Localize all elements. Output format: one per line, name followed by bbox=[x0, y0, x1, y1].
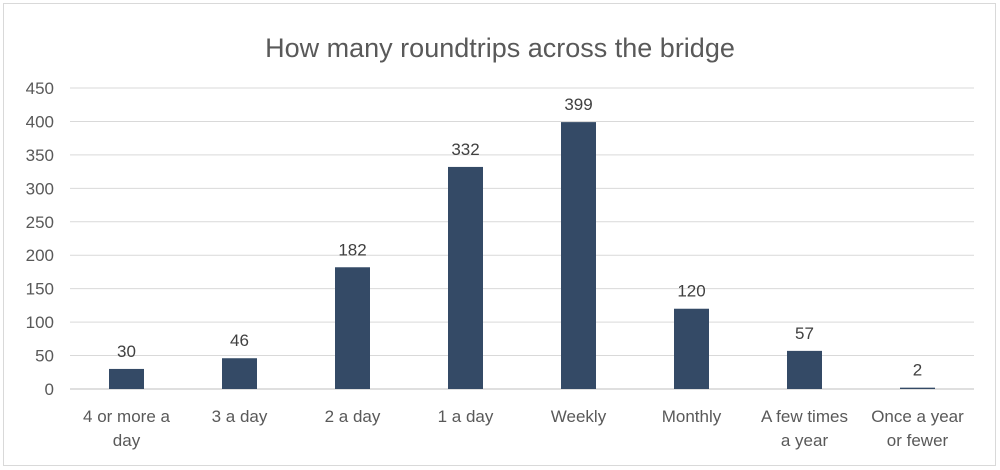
chart-frame: How many roundtrips across the bridge 0 5… bbox=[3, 3, 996, 466]
bar bbox=[900, 387, 935, 389]
y-tick-label: 150 bbox=[26, 280, 54, 299]
bar bbox=[561, 122, 596, 389]
y-tick-label: 450 bbox=[26, 79, 54, 98]
y-tick-label: 300 bbox=[26, 179, 54, 198]
bars bbox=[109, 122, 935, 389]
y-tick-label: 50 bbox=[35, 347, 54, 366]
chart-title: How many roundtrips across the bridge bbox=[265, 33, 735, 63]
data-label: 182 bbox=[338, 240, 366, 259]
bar bbox=[335, 267, 370, 389]
y-tick-label: 0 bbox=[45, 380, 54, 399]
x-category-label: 1 a day bbox=[438, 407, 494, 426]
data-label: 30 bbox=[117, 342, 136, 361]
x-category-label: 4 or more a day bbox=[83, 407, 170, 450]
y-tick-label: 200 bbox=[26, 246, 54, 265]
x-category-label: A few times a year bbox=[761, 407, 848, 450]
data-label: 57 bbox=[795, 324, 814, 343]
y-tick-label: 400 bbox=[26, 112, 54, 131]
bar bbox=[222, 358, 257, 389]
x-axis-categories: 4 or more a day 3 a day 2 a day 1 a day Weekl… bbox=[83, 407, 964, 450]
y-tick-label: 100 bbox=[26, 313, 54, 332]
bar-chart: How many roundtrips across the bridge 0 5… bbox=[26, 33, 974, 450]
y-tick-label: 250 bbox=[26, 213, 54, 232]
x-category-label: Once a year or fewer bbox=[871, 407, 964, 450]
bar bbox=[787, 350, 822, 389]
gridlines bbox=[70, 87, 974, 390]
data-label: 46 bbox=[230, 331, 249, 350]
bar bbox=[674, 308, 709, 389]
y-tick-label: 350 bbox=[26, 146, 54, 165]
bar bbox=[448, 166, 483, 389]
x-category-label: Monthly bbox=[662, 407, 722, 426]
data-label: 332 bbox=[451, 140, 479, 159]
data-label: 120 bbox=[677, 282, 705, 301]
x-category-label: 3 a day bbox=[212, 407, 268, 426]
x-category-label: 2 a day bbox=[325, 407, 381, 426]
y-axis-ticks: 0 50 100 150 200 250 300 350 400 450 bbox=[26, 79, 54, 399]
data-label: 2 bbox=[913, 361, 922, 380]
data-label: 399 bbox=[564, 95, 592, 114]
x-category-label: Weekly bbox=[551, 407, 607, 426]
bar bbox=[109, 368, 144, 389]
data-labels: 30 46 182 332 399 120 57 2 bbox=[117, 95, 922, 380]
